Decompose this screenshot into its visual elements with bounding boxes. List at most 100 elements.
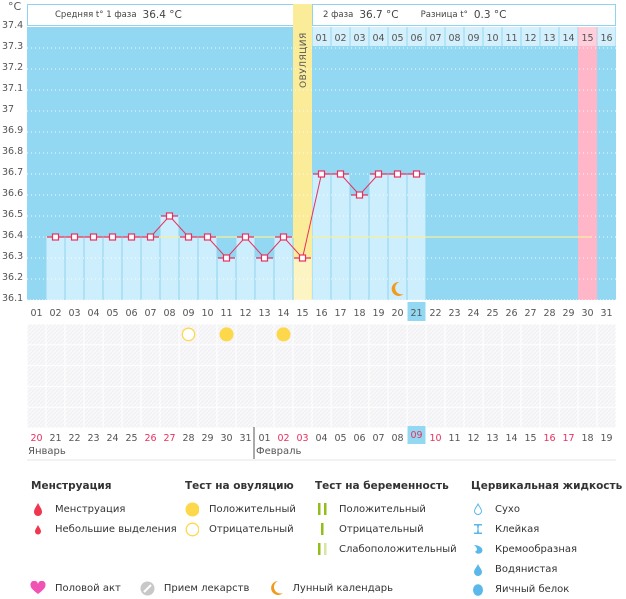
- symbol-cell: [407, 386, 426, 407]
- symbol-cell: [122, 386, 141, 407]
- legend-label: Яичный белок: [495, 583, 570, 595]
- symbol-cell: [502, 386, 521, 407]
- symbol-cell: [141, 407, 160, 428]
- symbol-cell: [502, 324, 521, 345]
- symbol-cell: [597, 366, 616, 386]
- symbol-cell: [84, 407, 103, 428]
- legend-item: Кремообразная: [471, 539, 622, 559]
- temperature-point: [412, 170, 421, 178]
- calendar-date: 14: [505, 433, 517, 444]
- symbol-cell: [179, 407, 198, 428]
- symbol-cell: [521, 366, 540, 386]
- symbol-cell: [293, 366, 312, 386]
- cycle-day-label: 28: [543, 308, 555, 319]
- symbol-cell: [483, 386, 502, 407]
- legend-label: Кремообразная: [495, 543, 578, 555]
- symbol-cell: [293, 345, 312, 366]
- symbol-cell: [502, 366, 521, 386]
- phase2-day-label: 15: [581, 33, 593, 44]
- symbol-cell: [445, 407, 464, 428]
- symbol-cell: [27, 386, 46, 407]
- symbol-cell: [217, 386, 236, 407]
- calendar-date: 04: [315, 433, 327, 444]
- symbol-cell: [84, 386, 103, 407]
- calendar-date: 26: [144, 433, 156, 444]
- legend-label: Лунный календарь: [292, 582, 393, 594]
- phase2-day-label: 07: [429, 33, 441, 44]
- symbol-cell: [350, 386, 369, 407]
- symbol-cell: [255, 366, 274, 386]
- temperature-point: [146, 233, 155, 241]
- moon-icon: [268, 581, 284, 595]
- phase2-day-cell: [312, 27, 331, 46]
- today-marker: [407, 302, 426, 321]
- symbol-cell: [521, 386, 540, 407]
- y-tick-label: 36.8: [2, 146, 24, 157]
- cycle-day-label: 19: [372, 308, 384, 319]
- phase2-day-cell: [578, 27, 597, 46]
- symbol-cell: [65, 407, 84, 428]
- legend-item: Клейкая: [471, 519, 622, 539]
- symbol-cell: [350, 366, 369, 386]
- symbol-cell: [559, 345, 578, 366]
- cycle-day-label: 15: [296, 308, 308, 319]
- calendar-date: 05: [334, 433, 346, 444]
- ovulation-label: ОВУЛЯЦИЯ: [299, 32, 309, 88]
- symbol-cell: [388, 386, 407, 407]
- legend-item: Слабоположительный: [315, 539, 457, 559]
- phase2-day-label: 03: [353, 33, 365, 44]
- legend-item: Водянистая: [471, 559, 622, 579]
- symbol-cell: [46, 324, 65, 345]
- symbol-cell: [445, 324, 464, 345]
- cycle-day-label: 22: [429, 308, 441, 319]
- temperature-bar: [217, 258, 236, 300]
- temperature-bar: [46, 237, 65, 300]
- temperature-point: [203, 233, 212, 241]
- symbol-cell: [103, 345, 122, 366]
- today-pointer: [414, 444, 419, 446]
- y-tick-label: 37.1: [2, 83, 24, 94]
- symbol-cell: [46, 366, 65, 386]
- today-date-marker: [407, 426, 426, 444]
- calendar-date: 10: [429, 433, 441, 444]
- temperature-bar: [179, 237, 198, 300]
- calendar-date: 06: [353, 433, 365, 444]
- symbol-cell: [103, 324, 122, 345]
- legend-label: Водянистая: [495, 563, 558, 575]
- calendar-date: 17: [562, 433, 574, 444]
- symbol-cell: [46, 386, 65, 407]
- phase2-day-label: 11: [505, 33, 517, 44]
- symbol-cell: [540, 407, 559, 428]
- symbol-cell: [426, 386, 445, 407]
- phase2-day-cell: [464, 27, 483, 46]
- legend-label: Прием лекарств: [163, 582, 250, 594]
- symbol-cell: [255, 407, 274, 428]
- pill-icon: [140, 581, 156, 595]
- y-tick-label: 37.2: [2, 62, 24, 73]
- symbol-cell: [578, 386, 597, 407]
- legend-item: Небольшие выделения: [31, 519, 177, 539]
- symbol-cell: [179, 386, 198, 407]
- temperature-point: [355, 191, 364, 199]
- symbol-cell: [521, 407, 540, 428]
- symbol-cell: [84, 345, 103, 366]
- phase2-day-label: 02: [334, 33, 346, 44]
- temperature-point: [222, 254, 231, 262]
- phase2-day-label: 05: [391, 33, 403, 44]
- symbol-cell: [312, 324, 331, 345]
- legend-item: Сухо: [471, 499, 622, 519]
- calendar-date: 09: [410, 430, 422, 441]
- symbol-cell: [103, 407, 122, 428]
- symbol-cell: [369, 366, 388, 386]
- symbol-cell: [464, 366, 483, 386]
- symbol-cell: [255, 345, 274, 366]
- symbol-cell: [426, 366, 445, 386]
- temperature-bar: [236, 237, 255, 300]
- legend-label: Сухо: [495, 503, 520, 515]
- symbol-cell: [388, 366, 407, 386]
- legend-item: Положительный: [185, 499, 296, 519]
- symbol-cell: [274, 345, 293, 366]
- diff-label: Разница t°: [420, 10, 468, 20]
- phase2-day-label: 16: [600, 33, 612, 44]
